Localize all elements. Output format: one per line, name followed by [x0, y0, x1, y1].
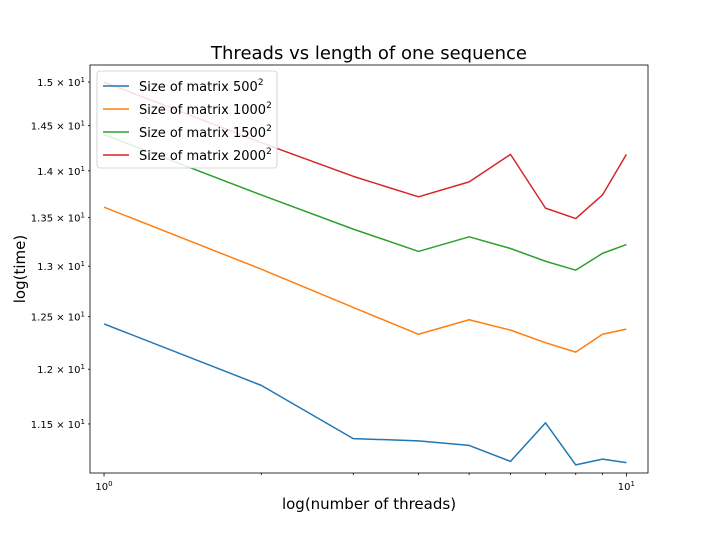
x-tick-label: 101 — [618, 480, 635, 493]
y-tick-label: 1.25 × 101 — [31, 311, 85, 324]
y-tick-label: 1.15 × 101 — [31, 418, 85, 431]
x-axis-label: log(number of threads) — [282, 495, 456, 513]
y-tick-label: 1.5 × 101 — [37, 76, 85, 89]
series-line-2 — [103, 206, 627, 353]
legend-label-2: Size of matrix 10002 — [139, 101, 272, 118]
series-line-4 — [103, 81, 628, 220]
series-line-3 — [103, 133, 627, 271]
plot-frame — [89, 64, 649, 474]
x-tick-label: 100 — [95, 480, 112, 493]
legend-label-3: Size of matrix 15002 — [139, 124, 272, 141]
chart-title: Threads vs length of one sequence — [210, 43, 527, 64]
legend-label-1: Size of matrix 5002 — [139, 78, 264, 95]
y-tick-label: 1.3 × 101 — [37, 260, 85, 273]
y-tick-label: 1.4 × 101 — [37, 165, 85, 178]
plot-area — [103, 81, 628, 466]
x-axis: 100 101 — [95, 473, 635, 493]
legend: Size of matrix 5002 Size of matrix 10002 S… — [96, 70, 278, 169]
y-tick-label: 1.45 × 101 — [31, 120, 85, 133]
y-axis-label: log(time) — [11, 235, 29, 303]
y-axis: 1.15 × 101 1.2 × 101 1.25 × 101 1.3 × 101 1.… — [31, 76, 90, 431]
series-line-1 — [103, 323, 627, 466]
legend-box — [96, 70, 278, 169]
y-tick-label: 1.35 × 101 — [31, 212, 85, 225]
y-tick-label: 1.2 × 101 — [37, 363, 85, 376]
legend-label-4: Size of matrix 20002 — [139, 147, 272, 164]
